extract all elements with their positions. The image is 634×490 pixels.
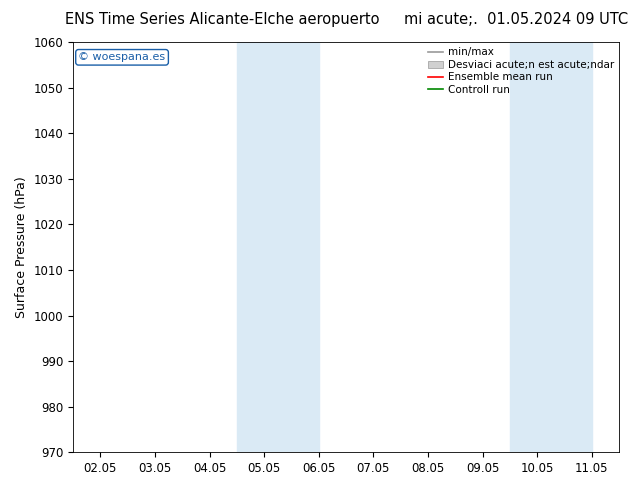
Text: © woespana.es: © woespana.es — [79, 52, 165, 62]
Y-axis label: Surface Pressure (hPa): Surface Pressure (hPa) — [15, 176, 28, 318]
Legend: min/max, Desviaci acute;n est acute;ndar, Ensemble mean run, Controll run: min/max, Desviaci acute;n est acute;ndar… — [425, 44, 617, 98]
Bar — [510, 42, 592, 452]
Bar — [237, 42, 319, 452]
Text: mi acute;.  01.05.2024 09 UTC: mi acute;. 01.05.2024 09 UTC — [403, 12, 628, 27]
Text: ENS Time Series Alicante-Elche aeropuerto: ENS Time Series Alicante-Elche aeropuert… — [65, 12, 379, 27]
